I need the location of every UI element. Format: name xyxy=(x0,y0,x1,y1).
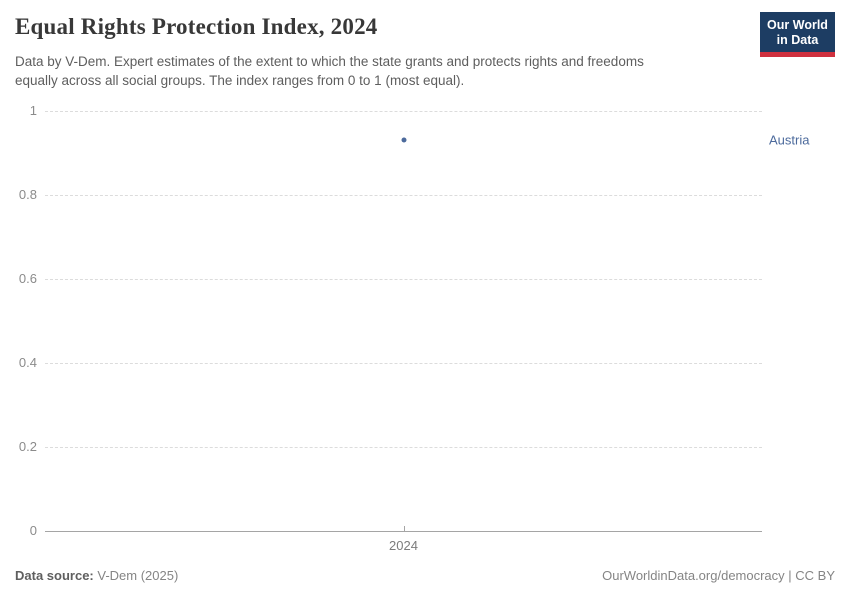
gridline-y-0.4 xyxy=(45,363,762,364)
gridline-y-1 xyxy=(45,111,762,112)
chart-subtitle: Data by V-Dem. Expert estimates of the e… xyxy=(15,54,644,88)
plot-area: 0 0.2 0.4 0.6 0.8 1 2024 Austria xyxy=(19,103,810,553)
y-tick-label: 0.6 xyxy=(18,271,37,286)
gridline-y-0.8 xyxy=(45,195,762,196)
data-source-label: Data source: xyxy=(15,568,94,583)
y-tick-label: 0.4 xyxy=(18,355,37,370)
owid-logo[interactable]: Our World in Data xyxy=(760,12,835,57)
x-tick-mark xyxy=(403,526,405,531)
y-tick-label: 0 xyxy=(29,523,37,538)
owid-logo-line1: Our World xyxy=(767,18,828,32)
credit-link[interactable]: OurWorldinData.org/democracy | CC BY xyxy=(602,568,835,583)
entity-label-austria[interactable]: Austria xyxy=(769,132,810,148)
x-tick-label: 2024 xyxy=(389,538,418,553)
page-title: Equal Rights Protection Index, 2024 xyxy=(15,14,378,39)
y-tick-label: 0.2 xyxy=(18,439,37,454)
gridline-y-0.2 xyxy=(45,447,762,448)
gridline-y-0.6 xyxy=(45,279,762,280)
data-source: Data source: V-Dem (2025) xyxy=(15,568,178,583)
chart-footer: Data source: V-Dem (2025) OurWorldinData… xyxy=(15,568,835,583)
data-source-value: V-Dem (2025) xyxy=(97,568,179,583)
owid-logo-line2: in Data xyxy=(776,33,819,47)
gridline-y-0 xyxy=(45,531,762,532)
data-point-austria[interactable] xyxy=(401,137,406,143)
y-tick-label: 0.8 xyxy=(18,187,37,202)
y-tick-label: 1 xyxy=(29,103,37,118)
